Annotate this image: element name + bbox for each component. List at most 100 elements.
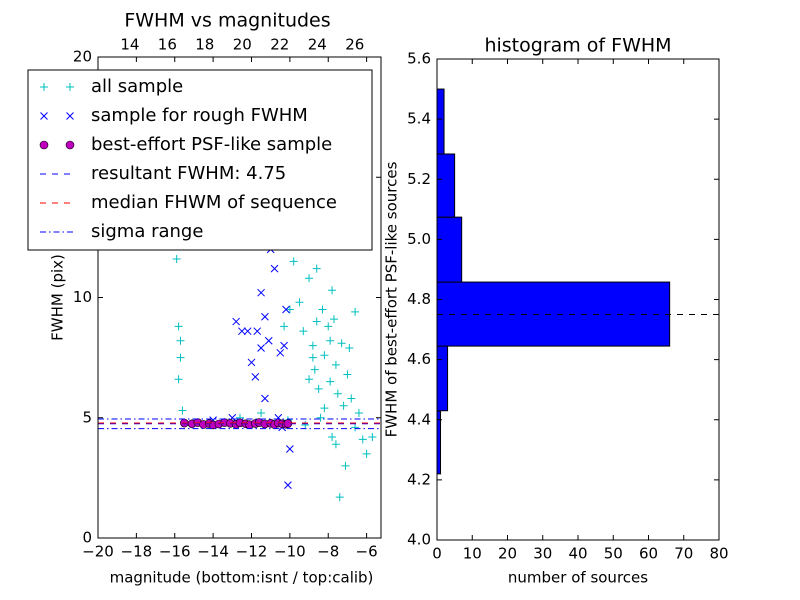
point <box>345 344 354 353</box>
x2-tick-label: 24 <box>308 36 327 54</box>
point <box>337 339 346 348</box>
y-tick-label: 5.2 <box>407 170 431 188</box>
legend-box <box>27 69 373 251</box>
x-tick-label: 80 <box>709 545 728 563</box>
legend-label: resultant FWHM: 4.75 <box>91 163 286 184</box>
point <box>331 360 340 369</box>
point <box>257 288 265 297</box>
x2-tick-label: 18 <box>195 36 214 54</box>
x-tick-label: 0 <box>432 545 442 563</box>
point <box>362 449 371 458</box>
x-tick-label: 40 <box>568 545 587 563</box>
y-tick-label: 4.4 <box>407 410 431 428</box>
y-tick-label: 4.2 <box>407 470 431 488</box>
y-tick-label: 5.0 <box>407 230 431 248</box>
x-tick-label: 70 <box>674 545 693 563</box>
point <box>328 432 337 441</box>
bar <box>436 216 463 283</box>
point <box>261 394 269 403</box>
chart-title: FWHM vs magnitudes <box>124 10 330 32</box>
point <box>261 312 269 321</box>
x-axis-label: magnitude (bottom:isnt / top:calib) <box>110 569 374 587</box>
point <box>172 255 181 264</box>
x-axis-label: number of sources <box>508 569 648 587</box>
point <box>243 327 252 336</box>
y-tick-label: 5.6 <box>407 50 431 68</box>
legend-label: all sample <box>91 76 183 97</box>
x-tick-label: −10 <box>274 543 306 561</box>
legend-marker <box>40 112 48 120</box>
point <box>174 322 183 331</box>
y-tick-label: 4.8 <box>407 290 431 308</box>
x-tick-label: −18 <box>121 543 153 561</box>
point <box>257 408 266 417</box>
x-tick-label: −6 <box>356 543 378 561</box>
point <box>282 305 290 314</box>
point <box>299 327 308 336</box>
legend-label: sigma range <box>91 221 203 242</box>
y-axis-label: FWHM (pix) <box>49 254 67 341</box>
y-tick-label: 4.0 <box>407 531 431 549</box>
point <box>316 413 325 422</box>
legend-label: median FHWM of sequence <box>91 192 337 213</box>
point <box>270 264 279 273</box>
point <box>351 423 360 432</box>
bar <box>436 88 445 155</box>
point <box>326 377 335 386</box>
point <box>289 257 298 266</box>
y-tick-label: 5.4 <box>407 110 431 128</box>
legend-marker <box>66 83 74 91</box>
point <box>176 353 185 362</box>
point <box>324 322 333 331</box>
x2-tick-label: 22 <box>270 36 289 54</box>
x2-tick-label: 26 <box>345 36 364 54</box>
point <box>320 351 329 360</box>
point <box>178 406 187 415</box>
point <box>286 445 294 453</box>
point <box>339 401 348 410</box>
point <box>308 341 317 350</box>
point <box>326 336 335 345</box>
y-tick-label: 10 <box>73 288 92 306</box>
point <box>284 481 292 489</box>
legend-marker <box>39 140 49 150</box>
point <box>232 317 240 326</box>
point <box>247 358 256 367</box>
point <box>305 274 314 283</box>
x-tick-label: 10 <box>463 545 482 563</box>
point <box>264 336 273 345</box>
point <box>335 493 344 502</box>
point <box>280 341 288 350</box>
point <box>253 327 262 336</box>
point <box>174 375 183 384</box>
y-axis-label: FWHM of best-effort PSF-like sources <box>383 161 401 437</box>
legend-label: best-effort PSF-like sample <box>91 134 332 155</box>
point <box>328 286 337 295</box>
axes-frame <box>436 58 720 541</box>
axes-frame <box>97 56 382 539</box>
x-tick-label: −20 <box>82 543 114 561</box>
x-tick-label: −16 <box>159 543 191 561</box>
y-tick-label: 20 <box>73 48 92 66</box>
point <box>358 435 367 444</box>
point <box>329 315 338 324</box>
point <box>333 389 342 398</box>
x-tick-label: 50 <box>604 545 623 563</box>
legend-marker <box>65 140 75 150</box>
point <box>251 373 260 381</box>
point <box>238 327 246 336</box>
x2-tick-label: 16 <box>158 36 177 54</box>
y-tick-label: 0 <box>82 529 92 547</box>
x-tick-label: 20 <box>498 545 517 563</box>
point <box>257 344 265 352</box>
point <box>320 404 329 413</box>
point <box>176 336 185 345</box>
chart-title: histogram of FWHM <box>484 35 671 57</box>
x-tick-label: −14 <box>197 543 229 561</box>
x2-tick-label: 20 <box>233 36 252 54</box>
bar <box>436 345 449 412</box>
y-tick-label: 4.6 <box>407 350 431 368</box>
legend-marker <box>40 83 48 91</box>
